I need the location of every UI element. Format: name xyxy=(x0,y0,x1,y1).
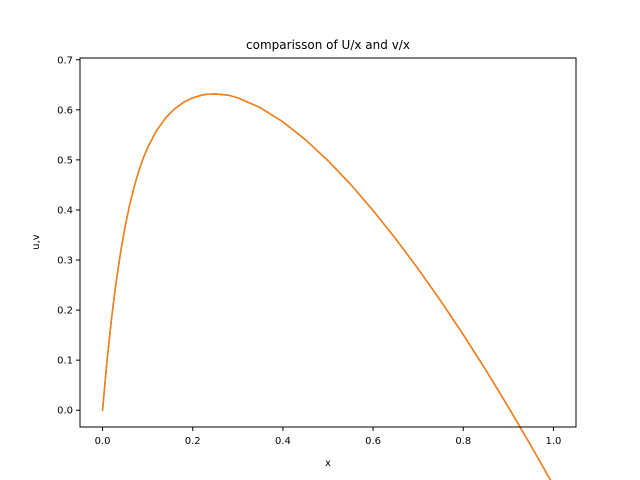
x-tick-label: 0.2 xyxy=(185,436,201,447)
x-axis-ticks: 0.0 0.2 0.4 0.6 0.8 1.0 xyxy=(95,427,562,447)
y-tick-label: 0.7 xyxy=(57,55,73,66)
series-line-v xyxy=(101,93,552,480)
y-tick-label: 0.3 xyxy=(57,256,73,267)
y-tick-label: 0.6 xyxy=(57,105,73,116)
x-axis-label: x xyxy=(325,458,331,469)
x-tick-label: 0.6 xyxy=(365,436,381,447)
series-layer xyxy=(101,93,552,480)
x-tick-label: 0.8 xyxy=(455,436,471,447)
plot-area xyxy=(80,58,576,427)
y-tick-label: 0.1 xyxy=(57,356,73,367)
x-tick-label: 0.0 xyxy=(95,436,111,447)
y-tick-label: 0.5 xyxy=(57,155,73,166)
y-tick-label: 0.4 xyxy=(57,205,73,216)
chart-title: comparisson of U/x and v/x xyxy=(246,38,410,52)
y-tick-label: 0.2 xyxy=(57,306,73,317)
axes-frame xyxy=(79,57,577,428)
y-axis-ticks: 0.0 0.1 0.2 0.3 0.4 0.5 0.6 0.7 xyxy=(57,55,80,417)
x-tick-label: 0.4 xyxy=(275,436,291,447)
x-tick-label: 1.0 xyxy=(546,436,562,447)
y-axis-label: u,v xyxy=(31,234,42,250)
y-tick-label: 0.0 xyxy=(57,406,73,417)
